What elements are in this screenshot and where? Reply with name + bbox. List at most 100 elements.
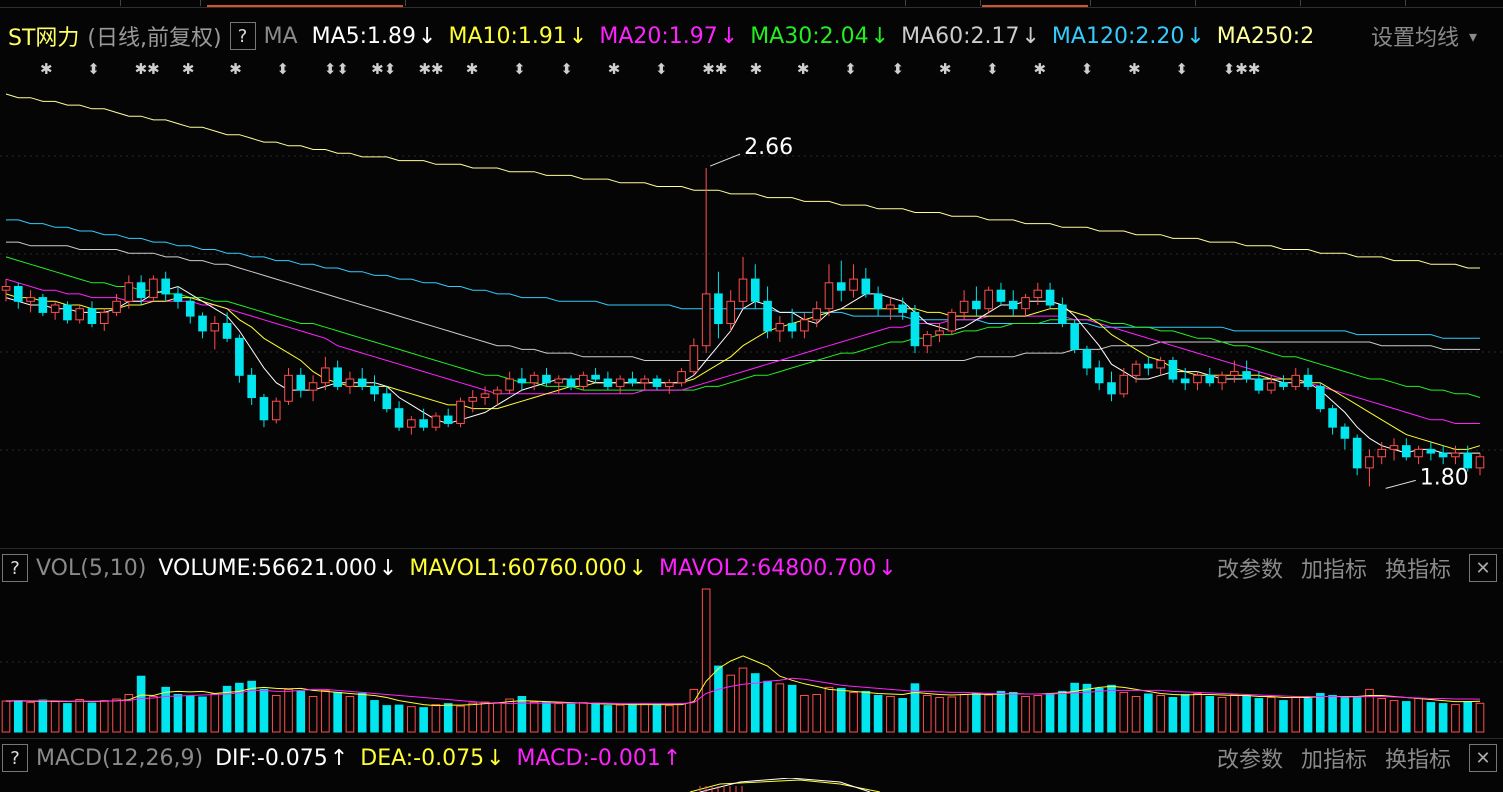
candle-110 — [1352, 434, 1362, 476]
macd-add-indicator[interactable]: 加指标 — [1300, 748, 1367, 773]
ma-settings-label[interactable]: 设置均线 — [1370, 26, 1459, 51]
candle-body-96 — [1180, 378, 1190, 384]
candle-30 — [370, 375, 379, 402]
candle-55 — [677, 367, 686, 387]
candle-body-31 — [382, 393, 392, 410]
vol-close-icon[interactable]: ✕ — [1469, 554, 1497, 582]
macd-change-params[interactable]: 改参数 — [1216, 748, 1283, 773]
candle-7 — [87, 301, 97, 328]
signal-marker-10: ⬍ — [513, 60, 526, 78]
candle-114 — [1401, 438, 1411, 461]
macd-help-button[interactable]: ? — [2, 744, 28, 772]
candle-body-108 — [1328, 408, 1337, 428]
volume-bar-18 — [222, 685, 232, 733]
macd-switch-indicator[interactable]: 换指标 — [1384, 748, 1451, 773]
candle-12 — [149, 275, 158, 302]
candle-body-26 — [321, 367, 330, 384]
volume-bar-95 — [1168, 697, 1178, 733]
candle-body-80 — [984, 289, 993, 310]
signal-marker-2: ✱✱ — [134, 60, 160, 78]
macd-value-2: MACD:-0.001↑ — [516, 745, 682, 771]
candle-body-93 — [1144, 363, 1153, 369]
vol-change-params[interactable]: 改参数 — [1216, 558, 1283, 583]
volume-bar-76 — [935, 697, 944, 733]
volume-bar-35 — [431, 704, 441, 733]
volume-bar-42 — [517, 696, 527, 733]
volume-bar-6 — [75, 699, 85, 733]
candle-body-67 — [824, 282, 834, 310]
volume-bar-80 — [984, 694, 993, 733]
candle-body-57 — [701, 293, 711, 347]
ma-value-1: MA10:1.91↓ — [448, 23, 588, 49]
candle-63 — [775, 316, 785, 343]
candle-98 — [1205, 367, 1215, 387]
candle-body-48 — [591, 374, 600, 380]
candle-body-21 — [259, 397, 269, 421]
candle-body-77 — [947, 311, 957, 332]
candle-111 — [1365, 449, 1374, 487]
volume-bar-55 — [677, 703, 686, 733]
volume-bar-117 — [1438, 703, 1448, 733]
candle-body-44 — [542, 374, 551, 384]
candle-body-107 — [1316, 385, 1325, 410]
candle-107 — [1316, 382, 1325, 413]
candle-64 — [787, 308, 797, 339]
candle-39 — [480, 386, 490, 405]
candle-83 — [1021, 293, 1030, 317]
volume-bar-74 — [910, 683, 920, 733]
volume-bar-75 — [922, 694, 932, 733]
volume-bar-94 — [1156, 694, 1165, 733]
volume-bar-112 — [1377, 698, 1387, 733]
candle-35 — [431, 412, 441, 431]
candle-body-94 — [1156, 360, 1165, 369]
candle-body-36 — [443, 415, 453, 424]
candle-body-19 — [235, 337, 244, 376]
ma-settings[interactable]: 设置均线 ▾ — [1366, 17, 1503, 55]
candle-body-22 — [271, 400, 281, 421]
ma-help-button[interactable]: ? — [229, 22, 256, 50]
volume-bar-19 — [235, 682, 244, 733]
candle-71 — [873, 286, 883, 317]
candle-118 — [1451, 445, 1460, 465]
candle-74 — [910, 305, 920, 354]
candle-90 — [1107, 371, 1116, 402]
candle-body-33 — [407, 419, 416, 428]
vol-add-indicator[interactable]: 加指标 — [1300, 558, 1367, 583]
candle-body-15 — [185, 300, 195, 317]
vol-arrow-icon-1: ↓ — [628, 555, 648, 581]
volume-bar-84 — [1033, 694, 1043, 733]
candle-body-0 — [1, 285, 11, 291]
volume-bar-43 — [529, 701, 539, 733]
candle-24 — [296, 367, 306, 398]
signal-marker-6: ⬍⬍ — [323, 60, 349, 78]
volume-bar-37 — [456, 705, 465, 733]
candle-42 — [517, 367, 527, 391]
signal-marker-15: ✱ — [749, 60, 763, 78]
candle-body-112 — [1377, 448, 1387, 458]
candle-58 — [714, 271, 723, 339]
macd-close-icon[interactable]: ✕ — [1469, 744, 1497, 772]
signal-markers: ✱ ⬍ ✱✱ ✱ ✱ ⬍ ⬍⬍ ✱⬍ ✱✱ ✱ ⬍ ⬍ ✱ ⬍ ✱✱ ✱ ✱ ⬍ ⬍ ✱ ⬍ ✱ ⬍ ✱ ⬍ ⬍✱✱ — [0, 60, 1503, 86]
vol-help-button[interactable]: ? — [2, 554, 28, 582]
volume-bar-69 — [849, 691, 858, 733]
candle-body-17 — [210, 323, 220, 332]
candle-78 — [959, 290, 969, 320]
candle-89 — [1094, 360, 1104, 391]
signal-marker-0: ✱ — [40, 60, 53, 78]
candle-body-110 — [1352, 437, 1362, 469]
candle-body-49 — [603, 378, 613, 387]
candle-4 — [50, 301, 60, 320]
candle-61 — [750, 264, 760, 309]
candle-56 — [689, 338, 699, 376]
vol-switch-indicator[interactable]: 换指标 — [1384, 558, 1451, 583]
volume-bar-59 — [726, 674, 736, 733]
vol-indicator-name: VOL(5,10) — [36, 555, 147, 581]
candle-body-88 — [1082, 348, 1092, 369]
chevron-down-icon[interactable]: ▾ — [1468, 26, 1477, 46]
volume-bar-2 — [26, 702, 35, 733]
volume-bar-100 — [1230, 693, 1239, 733]
volume-bar-41 — [505, 698, 514, 733]
candle-88 — [1082, 345, 1092, 376]
ma-arrow-icon-2: ↓ — [719, 23, 739, 49]
signal-marker-20: ⬍ — [986, 60, 999, 78]
